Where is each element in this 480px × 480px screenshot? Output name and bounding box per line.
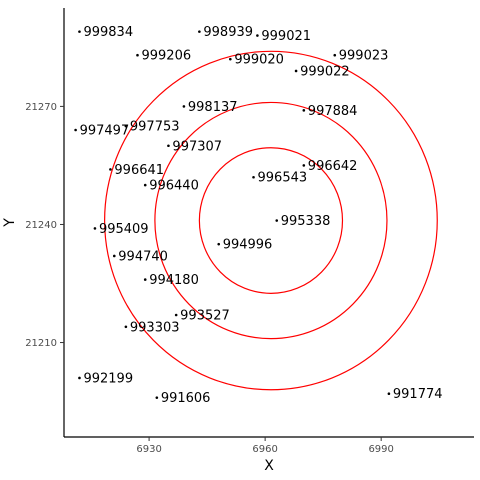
point-label-999206: 999206	[141, 49, 191, 64]
point-label-991774: 991774	[393, 387, 443, 402]
point-label-993527: 993527	[180, 308, 230, 323]
point-label-997307: 997307	[172, 139, 222, 154]
point-label-998137: 998137	[188, 100, 238, 115]
point-996642	[302, 164, 306, 167]
point-991606	[155, 396, 159, 399]
x-tick-label: 6930	[136, 444, 161, 455]
point-label-997884: 997884	[308, 104, 358, 119]
point-999021	[256, 34, 259, 37]
point-997307	[167, 144, 170, 148]
point-995409	[93, 227, 97, 230]
point-994740	[112, 254, 116, 258]
point-label-995338: 995338	[281, 214, 331, 229]
y-tick-label: 21210	[25, 338, 57, 349]
point-label-997497: 997497	[80, 124, 130, 139]
point-label-996543: 996543	[258, 171, 308, 186]
point-999834	[78, 30, 81, 33]
point-label-996641: 996641	[114, 163, 164, 178]
circle-1	[198, 147, 344, 294]
point-999022	[294, 69, 298, 73]
axes: 6930 6960 6990 21210 21240 21270	[25, 8, 474, 455]
point-999023	[333, 53, 337, 57]
point-label-993303: 993303	[130, 320, 180, 335]
point-993527	[174, 313, 178, 317]
y-ticks: 21210 21240 21270	[25, 102, 64, 349]
point-label-994996: 994996	[223, 238, 273, 253]
y-axis-title: Y	[2, 218, 18, 228]
point-995338	[275, 219, 279, 222]
data-points: 999834 998939 999021 999206 999020 9990239990…	[74, 25, 443, 406]
point-label-992199: 992199	[83, 371, 133, 386]
point-label-995409: 995409	[99, 222, 149, 237]
point-992199	[78, 376, 81, 380]
point-label-999834: 999834	[83, 25, 133, 40]
circle-3	[104, 50, 438, 391]
point-label-999022: 999022	[300, 64, 350, 79]
point-label-996642: 996642	[308, 159, 358, 174]
point-996641	[109, 168, 112, 171]
point-label-997753: 997753	[130, 120, 180, 135]
point-label-996440: 996440	[149, 179, 199, 194]
circle-2	[154, 101, 388, 340]
x-axis-title: X	[264, 458, 274, 474]
point-994996	[217, 242, 221, 246]
y-tick-label: 21240	[25, 220, 57, 231]
point-label-991606: 991606	[161, 391, 211, 406]
x-tick-label: 6960	[252, 444, 277, 455]
y-tick-label: 21270	[25, 102, 57, 113]
point-label-999023: 999023	[339, 49, 389, 64]
point-997497	[74, 128, 77, 132]
point-998939	[198, 30, 201, 33]
point-label-998939: 998939	[203, 25, 253, 40]
point-999206	[136, 53, 139, 57]
point-991774	[387, 392, 391, 396]
point-label-994740: 994740	[118, 249, 168, 264]
point-997753	[124, 124, 128, 128]
point-993303	[124, 325, 128, 329]
point-996440	[143, 183, 147, 187]
point-996543	[252, 175, 255, 179]
point-label-994180: 994180	[149, 273, 199, 288]
point-997884	[302, 109, 306, 112]
x-tick-label: 6990	[368, 444, 393, 455]
point-999020	[229, 57, 232, 61]
point-994180	[143, 278, 147, 281]
point-998137	[182, 105, 186, 108]
concentric-circles	[104, 50, 438, 391]
point-label-999020: 999020	[234, 53, 284, 68]
x-ticks: 6930 6960 6990	[136, 437, 394, 455]
point-label-999021: 999021	[261, 29, 311, 44]
